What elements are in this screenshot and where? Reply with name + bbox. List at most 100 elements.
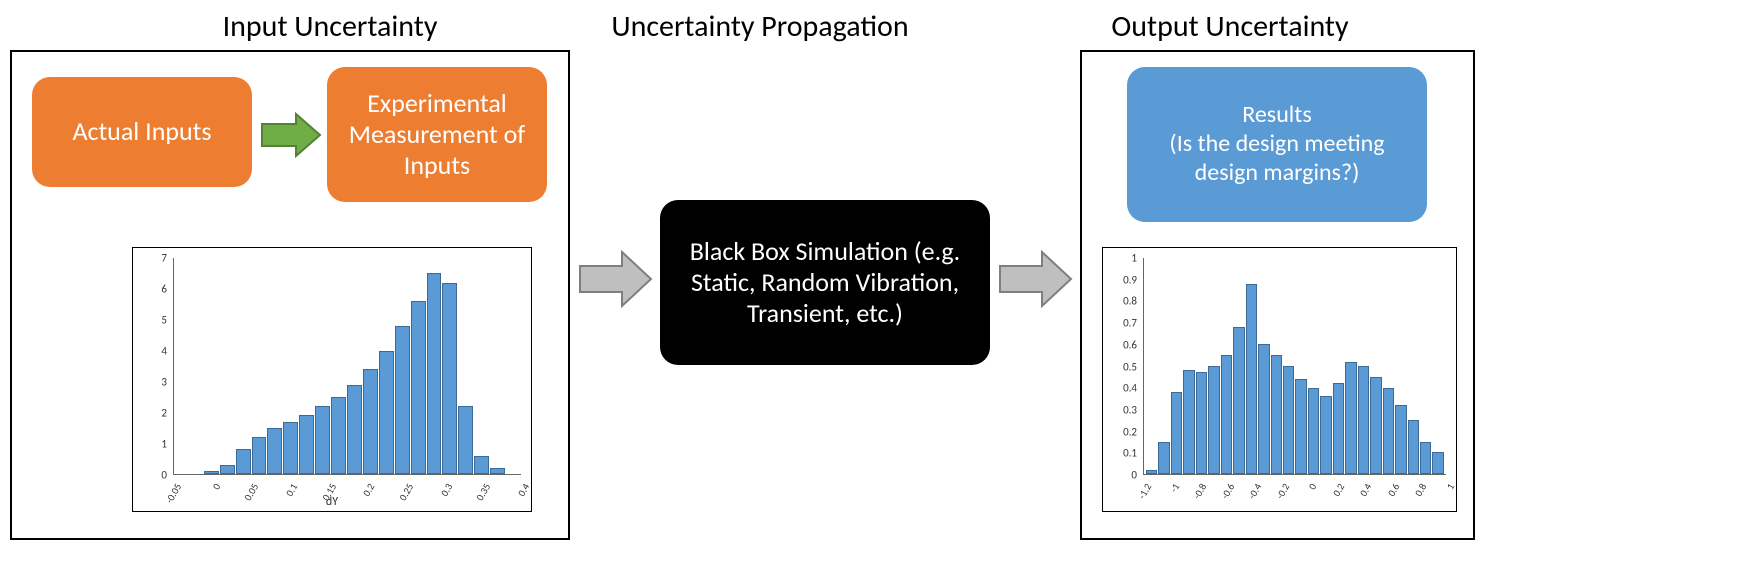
box-black-box-label: Black Box Simulation (e.g. Static, Rando… bbox=[674, 236, 976, 330]
hist-bar bbox=[252, 437, 267, 474]
hist-xtick: 0.4 bbox=[1357, 481, 1375, 498]
hist-bar bbox=[490, 468, 505, 474]
hist-bar bbox=[1295, 379, 1306, 474]
hist-ytick: 0.1 bbox=[1123, 448, 1137, 459]
hist-bar bbox=[1383, 388, 1394, 474]
hist-bar bbox=[474, 456, 489, 475]
hist-bar bbox=[283, 422, 298, 474]
box-experimental: Experimental Measurement of Inputs bbox=[327, 67, 547, 202]
arrow-gray-1-icon bbox=[578, 250, 653, 308]
hist-bar bbox=[1258, 344, 1269, 474]
hist-bar bbox=[331, 397, 346, 474]
title-propagation: Uncertainty Propagation bbox=[570, 8, 950, 45]
hist-bar bbox=[220, 465, 235, 474]
arrow-green-icon bbox=[260, 112, 322, 158]
box-black-box: Black Box Simulation (e.g. Static, Rando… bbox=[660, 200, 990, 365]
arrow-gray-2-icon bbox=[998, 250, 1073, 308]
hist-bar bbox=[1158, 442, 1169, 474]
hist-ytick: 0 bbox=[1131, 470, 1137, 481]
input-hist-bars bbox=[174, 258, 521, 474]
hist-ytick: 0.2 bbox=[1123, 426, 1137, 437]
hist-bar bbox=[363, 369, 378, 474]
hist-bar bbox=[411, 301, 426, 474]
hist-bar bbox=[267, 428, 282, 474]
input-histogram: 01234567 -0.0500.050.10.150.20.250.30.35… bbox=[132, 247, 532, 512]
hist-xtick: -1.2 bbox=[1135, 481, 1154, 501]
hist-bar bbox=[347, 385, 362, 474]
hist-bar bbox=[315, 406, 330, 474]
hist-xtick: 0 bbox=[1306, 481, 1320, 492]
output-hist-bars bbox=[1144, 258, 1446, 474]
title-input: Input Uncertainty bbox=[200, 8, 460, 45]
hist-bar bbox=[1221, 355, 1232, 474]
hist-bar bbox=[1333, 383, 1344, 474]
hist-xtick: 0.8 bbox=[1412, 481, 1430, 498]
hist-xtick: -1 bbox=[1166, 481, 1181, 495]
hist-bar bbox=[1345, 362, 1356, 474]
input-panel: Actual Inputs Experimental Measurement o… bbox=[10, 50, 570, 540]
hist-bar bbox=[1183, 370, 1194, 474]
hist-xtick: -0.2 bbox=[1273, 481, 1292, 501]
output-hist-plot bbox=[1143, 258, 1446, 475]
hist-ytick: 0.8 bbox=[1123, 296, 1137, 307]
output-hist-xticks: -1.2-1-0.8-0.6-0.4-0.200.20.40.60.81 bbox=[1143, 477, 1446, 511]
box-results: Results (Is the design meeting design ma… bbox=[1127, 67, 1427, 222]
hist-bar bbox=[204, 471, 219, 474]
hist-xtick: 0.6 bbox=[1385, 481, 1403, 498]
hist-xtick: -0.6 bbox=[1218, 481, 1237, 501]
hist-bar bbox=[1320, 396, 1331, 474]
hist-ytick: 5 bbox=[161, 315, 167, 326]
hist-bar bbox=[1420, 442, 1431, 474]
hist-bar bbox=[1233, 327, 1244, 474]
title-output: Output Uncertainty bbox=[1090, 8, 1370, 45]
hist-bar bbox=[236, 449, 251, 474]
hist-ytick: 3 bbox=[161, 377, 167, 388]
hist-bar bbox=[1395, 405, 1406, 474]
box-actual-inputs: Actual Inputs bbox=[32, 77, 252, 187]
hist-ytick: 6 bbox=[161, 284, 167, 295]
hist-ytick: 4 bbox=[161, 346, 167, 357]
hist-bar bbox=[1146, 470, 1157, 474]
hist-bar bbox=[1208, 366, 1219, 474]
hist-bar bbox=[1283, 366, 1294, 474]
hist-bar bbox=[1358, 366, 1369, 474]
input-hist-xlabel: dY bbox=[133, 495, 531, 509]
hist-bar bbox=[458, 406, 473, 474]
hist-bar bbox=[442, 283, 457, 474]
hist-ytick: 0.6 bbox=[1123, 339, 1137, 350]
output-hist-yticks: 00.10.20.30.40.50.60.70.80.91 bbox=[1103, 258, 1141, 475]
hist-ytick: 0.5 bbox=[1123, 361, 1137, 372]
hist-bar bbox=[1432, 452, 1443, 474]
output-panel: Results (Is the design meeting design ma… bbox=[1080, 50, 1475, 540]
box-results-label: Results (Is the design meeting design ma… bbox=[1141, 101, 1413, 187]
hist-ytick: 0.3 bbox=[1123, 404, 1137, 415]
hist-xtick: 0.2 bbox=[1329, 481, 1347, 498]
hist-bar bbox=[1308, 388, 1319, 474]
input-hist-yticks: 01234567 bbox=[133, 258, 171, 475]
hist-bar bbox=[299, 415, 314, 474]
hist-ytick: 0 bbox=[161, 470, 167, 481]
hist-ytick: 1 bbox=[161, 439, 167, 450]
hist-xtick: 0 bbox=[209, 481, 223, 492]
input-hist-plot bbox=[173, 258, 521, 475]
hist-ytick: 0.7 bbox=[1123, 318, 1137, 329]
hist-ytick: 1 bbox=[1131, 253, 1137, 264]
hist-xtick: -0.4 bbox=[1245, 481, 1264, 501]
hist-bar bbox=[395, 326, 410, 474]
box-experimental-label: Experimental Measurement of Inputs bbox=[341, 88, 533, 182]
hist-bar bbox=[1408, 420, 1419, 474]
output-histogram: 0 0.1 0.2 0.3 0.4 0.5 0.6 0.7 0.8 0.9 1 -1.2 -1 -0.8… bbox=[1102, 247, 1457, 512]
hist-bar bbox=[1370, 377, 1381, 474]
hist-xtick: -0.8 bbox=[1190, 481, 1209, 501]
hist-bar bbox=[1171, 392, 1182, 474]
hist-bar bbox=[427, 273, 442, 474]
hist-bar bbox=[1271, 355, 1282, 474]
hist-bar bbox=[1246, 284, 1257, 474]
hist-xtick: 1 bbox=[1443, 481, 1457, 492]
hist-ytick: 0.4 bbox=[1123, 383, 1137, 394]
hist-bar bbox=[1196, 372, 1207, 474]
hist-bar bbox=[379, 351, 394, 474]
hist-ytick: 7 bbox=[161, 253, 167, 264]
hist-ytick: 0.9 bbox=[1123, 274, 1137, 285]
hist-ytick: 2 bbox=[161, 408, 167, 419]
